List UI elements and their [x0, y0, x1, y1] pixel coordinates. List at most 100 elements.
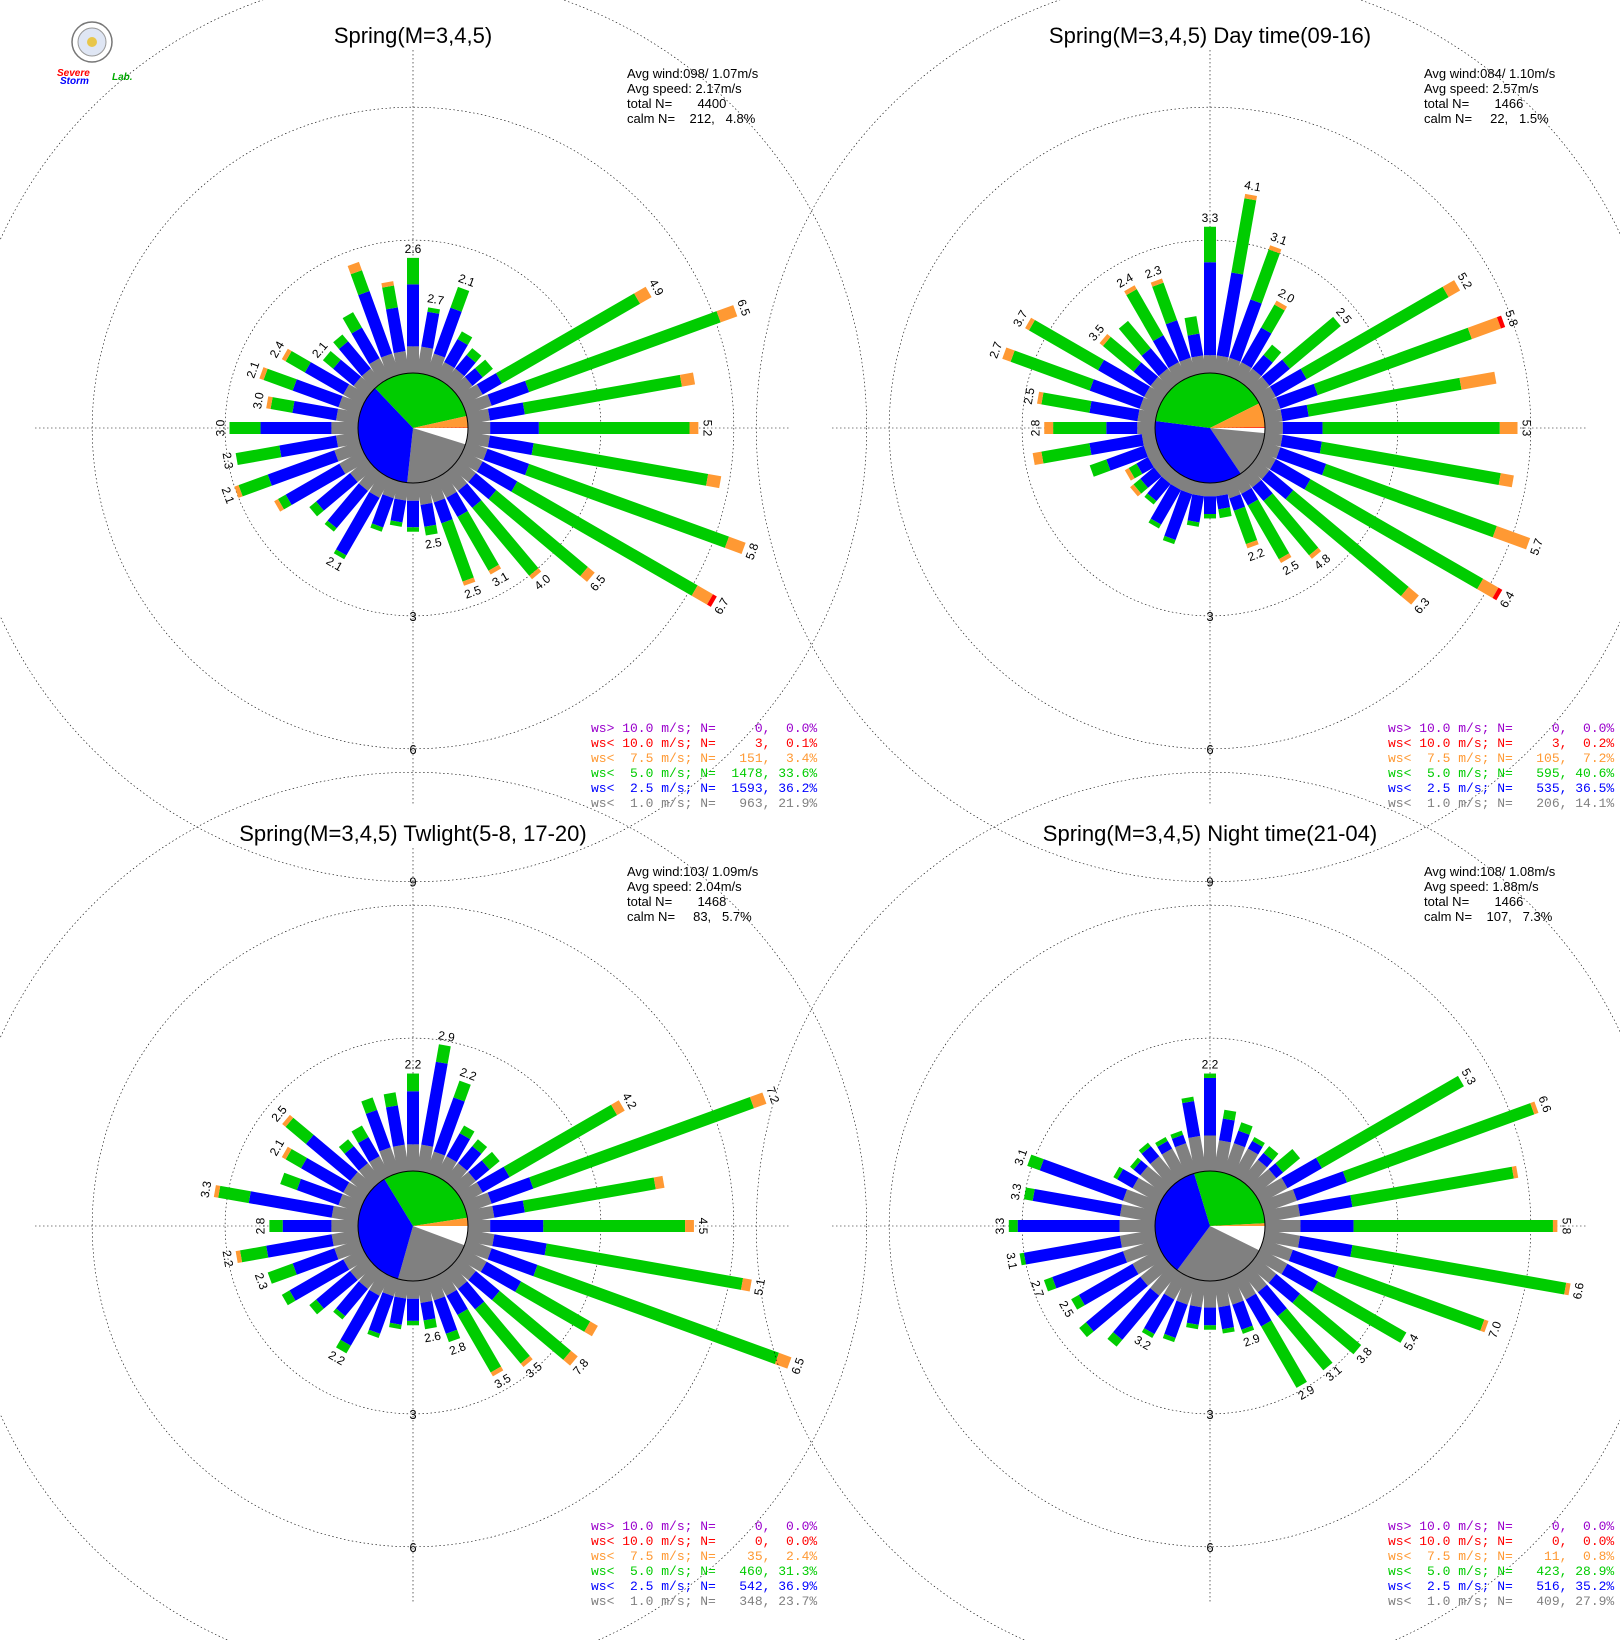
- wind-bar-segment: [1215, 494, 1231, 510]
- wind-bar-segment: [1276, 447, 1327, 476]
- wind-bar-segment: [1124, 468, 1135, 481]
- panel-title: Spring(M=3,4,5): [334, 23, 492, 48]
- wind-bar-segment: [274, 499, 284, 512]
- center-pie-slice: [413, 1226, 468, 1246]
- wind-bar-segment: [1032, 451, 1044, 465]
- wind-bar-segment: [490, 422, 539, 434]
- wind-bar-segment: [468, 422, 491, 434]
- wind-bar-segment: [358, 291, 393, 358]
- bar-value-label: 2.2: [405, 1058, 422, 1072]
- wind-bar-segment: [464, 368, 483, 386]
- wind-bar-segment: [495, 293, 641, 384]
- wind-bar-segment: [481, 1151, 500, 1170]
- legend-entry: ws< 1.0 m/s; N= 348, 23.7%: [591, 1594, 817, 1609]
- bar-value-label: 6.5: [734, 297, 753, 318]
- wind-bar-segment: [407, 483, 419, 501]
- wind-bar-segment: [383, 1092, 398, 1108]
- wind-bar-segment: [1102, 336, 1142, 372]
- legend-entry: ws< 2.5 m/s; N= 535, 36.5%: [1388, 781, 1614, 796]
- stats-line: Avg speed: 1.88m/s: [1424, 879, 1539, 894]
- wind-bar-segment: [218, 1185, 251, 1204]
- wind-bar-segment: [407, 1298, 419, 1321]
- wind-bar-segment: [369, 1156, 391, 1182]
- wind-bar-segment: [1182, 1100, 1201, 1138]
- wind-bar-segment: [1043, 1277, 1057, 1292]
- wind-bar-segment: [1268, 1273, 1301, 1303]
- wind-bar-segment: [1176, 1275, 1197, 1305]
- range-ring-6: [888, 106, 1532, 750]
- wind-bar-segment: [1229, 299, 1262, 362]
- wind-bar-segment: [1288, 1249, 1339, 1278]
- wind-bar-segment: [1232, 362, 1252, 384]
- wind-bar-segment: [1263, 493, 1319, 556]
- wind-bar-segment: [1298, 1195, 1353, 1217]
- ring-label: 6: [1206, 742, 1213, 757]
- wind-bar-segment: [343, 1248, 369, 1270]
- center-pie-slice: [1210, 427, 1265, 428]
- wind-bar-segment: [580, 566, 595, 582]
- wind-bar-segment: [475, 359, 493, 378]
- wind-bar-segment: [1511, 1165, 1519, 1179]
- wind-bar-segment: [1222, 1109, 1237, 1121]
- wind-bar-segment: [1552, 1220, 1558, 1232]
- wind-bar-segment: [457, 510, 499, 571]
- center-pie-slice: [1194, 1171, 1265, 1226]
- bar-value-label: 3.1: [1003, 1252, 1020, 1271]
- wind-bar-segment: [1248, 1168, 1277, 1196]
- bar-value-label: 3.3: [993, 1217, 1007, 1234]
- wind-bar-segment: [1204, 1073, 1216, 1078]
- legend-entry: ws< 10.0 m/s; N= 0, 0.0%: [1388, 1534, 1614, 1549]
- wind-bar-segment: [1187, 333, 1204, 358]
- wind-bar-segment: [533, 1264, 779, 1365]
- wind-bar-segment: [338, 341, 371, 377]
- wind-bar-segment: [1312, 1281, 1407, 1343]
- legend-entry: ws< 7.5 m/s; N= 35, 2.4%: [591, 1549, 817, 1564]
- wind-bar-segment: [1117, 1168, 1139, 1189]
- wind-bar-segment: [1140, 1166, 1172, 1196]
- wind-bar-segment: [1492, 526, 1531, 550]
- wind-bar-segment: [491, 1290, 571, 1360]
- stats-line: Avg speed: 2.57m/s: [1424, 81, 1539, 96]
- wind-bar-segment: [1263, 1204, 1301, 1223]
- wind-bar-segment: [382, 285, 398, 310]
- wind-bar-segment: [322, 351, 341, 369]
- wind-bar-segment: [1278, 553, 1292, 564]
- bar-value-label: 3.0: [250, 391, 267, 410]
- wind-bar-segment: [1152, 335, 1179, 369]
- wind-bar-segment: [522, 1177, 656, 1213]
- wind-bar-segment: [1334, 1266, 1485, 1331]
- wind-bar-segment: [455, 354, 476, 377]
- wind-bar-segment: [370, 523, 384, 532]
- range-ring-9: [756, 772, 1620, 1640]
- wind-bar-segment: [1353, 1220, 1553, 1232]
- wind-bar-segment: [351, 1125, 369, 1144]
- wind-bar-segment: [1248, 458, 1270, 480]
- range-ring-9: [756, 0, 1620, 882]
- wind-bar-segment: [483, 448, 530, 476]
- wind-bar-segment: [1019, 1252, 1026, 1266]
- stats-line: Avg wind:098/ 1.07m/s: [627, 66, 759, 81]
- wind-bar-segment: [407, 346, 419, 373]
- wind-bar-segment: [433, 1097, 465, 1156]
- wind-bar-segment: [334, 1239, 364, 1260]
- wind-bar-segment: [1252, 354, 1273, 377]
- wind-bar-segment: [462, 1239, 492, 1260]
- wind-bar-segment: [1141, 1328, 1155, 1339]
- wind-bar-segment: [1130, 484, 1142, 497]
- wind-bar-segment: [259, 367, 268, 380]
- wind-bar-segment: [451, 376, 473, 398]
- wind-bar-segment: [1023, 1235, 1122, 1265]
- center-pie-slice: [413, 1217, 468, 1226]
- center-pie-outline: [357, 372, 469, 484]
- wind-bar-segment: [446, 1289, 468, 1315]
- wind-bar-segment: [1252, 479, 1273, 502]
- wind-bar-segment: [1204, 483, 1216, 497]
- wind-bar-segment: [1119, 1229, 1157, 1248]
- bar-value-label: 4.1: [1243, 178, 1262, 195]
- wind-bar-segment: [235, 445, 282, 465]
- wind-bar-segment: [522, 374, 682, 415]
- wind-bar-segment: [281, 1290, 296, 1306]
- wind-bar-segment: [407, 284, 419, 347]
- legend-entry: ws< 10.0 m/s; N= 3, 0.1%: [591, 736, 817, 751]
